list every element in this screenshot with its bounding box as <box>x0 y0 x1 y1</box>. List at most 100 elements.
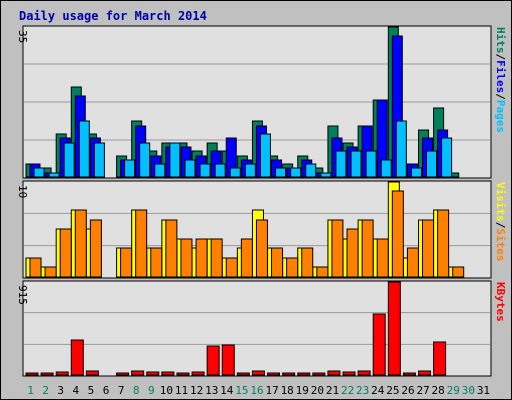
bar-pages-day-19 <box>305 163 317 178</box>
x-tick-label-day-5: 5 <box>88 384 95 397</box>
panel-plot-area <box>22 280 492 377</box>
x-tick-label-day-11: 11 <box>175 384 188 397</box>
x-tick-label-day-10: 10 <box>160 384 173 397</box>
bar-kbytes-day-13 <box>206 345 220 376</box>
bar-kbytes-day-28 <box>433 341 447 376</box>
bar-pages-day-12 <box>199 163 211 178</box>
bar-sites-day-8 <box>135 209 148 278</box>
bar-pages-day-2 <box>48 172 60 178</box>
bar-pages-day-18 <box>290 167 302 178</box>
bar-kbytes-day-7 <box>116 372 130 376</box>
x-tick-label-day-1: 1 <box>27 384 34 397</box>
bar-sites-day-5 <box>89 219 102 278</box>
legend-entry: Hits <box>494 27 507 54</box>
bar-sites-day-21 <box>331 219 344 278</box>
x-tick-label-day-31: 31 <box>477 384 490 397</box>
x-tick-label-day-26: 26 <box>401 384 414 397</box>
x-tick-label-day-24: 24 <box>371 384 385 397</box>
bar-sites-day-25 <box>391 190 404 278</box>
legend-entry: Sites <box>494 228 507 261</box>
legend-entry: / <box>494 222 507 229</box>
bar-pages-day-22 <box>350 150 362 178</box>
x-tick-label-day-21: 21 <box>326 384 339 397</box>
bar-pages-day-13 <box>214 163 226 178</box>
x-tick-label-day-27: 27 <box>416 384 429 397</box>
bar-pages-day-7 <box>124 159 136 178</box>
x-tick-label-day-28: 28 <box>432 384 445 397</box>
bar-sites-day-28 <box>437 209 450 278</box>
bar-pages-day-4 <box>78 120 90 178</box>
legend-entry: Pages <box>494 100 507 133</box>
bar-sites-day-27 <box>422 219 435 278</box>
legend-entry: / <box>494 93 507 100</box>
x-tick-label-day-20: 20 <box>311 384 324 397</box>
y-axis-max-label: 10 <box>16 185 29 198</box>
x-axis-labels: 1 2 3 4 5 6 7 8 9 10 11 12 13 14 15 16 17 18 19 20 21 22 23 24 2… <box>27 384 490 397</box>
panel-visits-sites: 10 Visits/Sites <box>16 180 507 279</box>
x-tick-label-day-12: 12 <box>190 384 203 397</box>
bar-kbytes-day-4 <box>70 339 84 376</box>
bar-pages-day-27 <box>426 150 438 178</box>
bar-pages-day-10 <box>169 142 181 178</box>
bar-pages-day-14 <box>229 167 241 178</box>
bar-sites-day-20 <box>316 266 329 278</box>
bar-pages-day-9 <box>154 163 166 178</box>
bar-kbytes-day-3 <box>55 371 69 376</box>
bar-sites-day-29 <box>452 266 465 278</box>
x-tick-label-day-19: 19 <box>296 384 309 397</box>
panel-kbytes: 915 KBytes <box>16 280 507 377</box>
bar-sites-day-17 <box>271 247 284 278</box>
bar-kbytes-day-5 <box>85 370 99 376</box>
bar-kbytes-day-20 <box>312 372 326 376</box>
bar-kbytes-day-23 <box>357 370 371 376</box>
legend-kbytes: KBytes <box>494 282 507 322</box>
bar-pages-day-21 <box>335 150 347 178</box>
legend-entry: KBytes <box>494 282 507 322</box>
bar-sites-day-11 <box>180 238 193 278</box>
bar-sites-day-26 <box>406 247 419 278</box>
bar-sites-day-18 <box>286 257 299 278</box>
bar-pages-day-8 <box>139 142 151 178</box>
x-tick-label-day-14: 14 <box>220 384 234 397</box>
bar-kbytes-day-24 <box>372 313 386 376</box>
panel-hits-files-pages: 35 Hits/Files/Pages <box>16 25 507 179</box>
bar-pages-day-5 <box>93 142 105 178</box>
x-tick-label-day-29: 29 <box>447 384 460 397</box>
bar-kbytes-day-11 <box>176 372 190 376</box>
legend-entry: Visits <box>494 182 507 222</box>
bar-sites-day-7 <box>120 247 133 278</box>
bar-kbytes-day-8 <box>131 370 145 376</box>
bar-kbytes-day-18 <box>282 372 296 376</box>
y-axis-max-label: 915 <box>16 285 29 305</box>
bar-sites-day-1 <box>29 257 42 278</box>
bar-pages-day-1 <box>33 167 45 178</box>
x-tick-label-day-2: 2 <box>42 384 49 397</box>
bar-sites-day-2 <box>44 266 57 278</box>
bar-kbytes-day-16 <box>251 370 265 376</box>
bar-sites-day-9 <box>150 247 163 278</box>
bar-kbytes-day-17 <box>267 372 281 376</box>
bar-sites-day-4 <box>74 209 87 278</box>
x-tick-label-day-9: 9 <box>148 384 155 397</box>
legend-entry: Files <box>494 60 507 93</box>
bar-pages-day-15 <box>244 163 256 178</box>
legend-entry: / <box>494 54 507 61</box>
chart-title: Daily usage for March 2014 <box>19 9 207 23</box>
bar-sites-day-19 <box>301 247 314 278</box>
x-tick-label-day-13: 13 <box>205 384 218 397</box>
bar-sites-day-16 <box>255 219 268 278</box>
x-tick-label-day-4: 4 <box>73 384 80 397</box>
x-tick-label-day-6: 6 <box>103 384 110 397</box>
x-tick-label-day-8: 8 <box>133 384 140 397</box>
bar-pages-day-17 <box>275 167 287 178</box>
bar-kbytes-day-19 <box>297 372 311 376</box>
x-tick-label-day-30: 30 <box>462 384 475 397</box>
bar-sites-day-13 <box>210 238 223 278</box>
bar-sites-day-12 <box>195 238 208 278</box>
x-tick-label-day-18: 18 <box>281 384 294 397</box>
bar-kbytes-day-2 <box>40 372 54 376</box>
bar-pages-day-28 <box>441 137 453 178</box>
bar-sites-day-10 <box>165 219 178 278</box>
x-tick-label-day-7: 7 <box>118 384 125 397</box>
